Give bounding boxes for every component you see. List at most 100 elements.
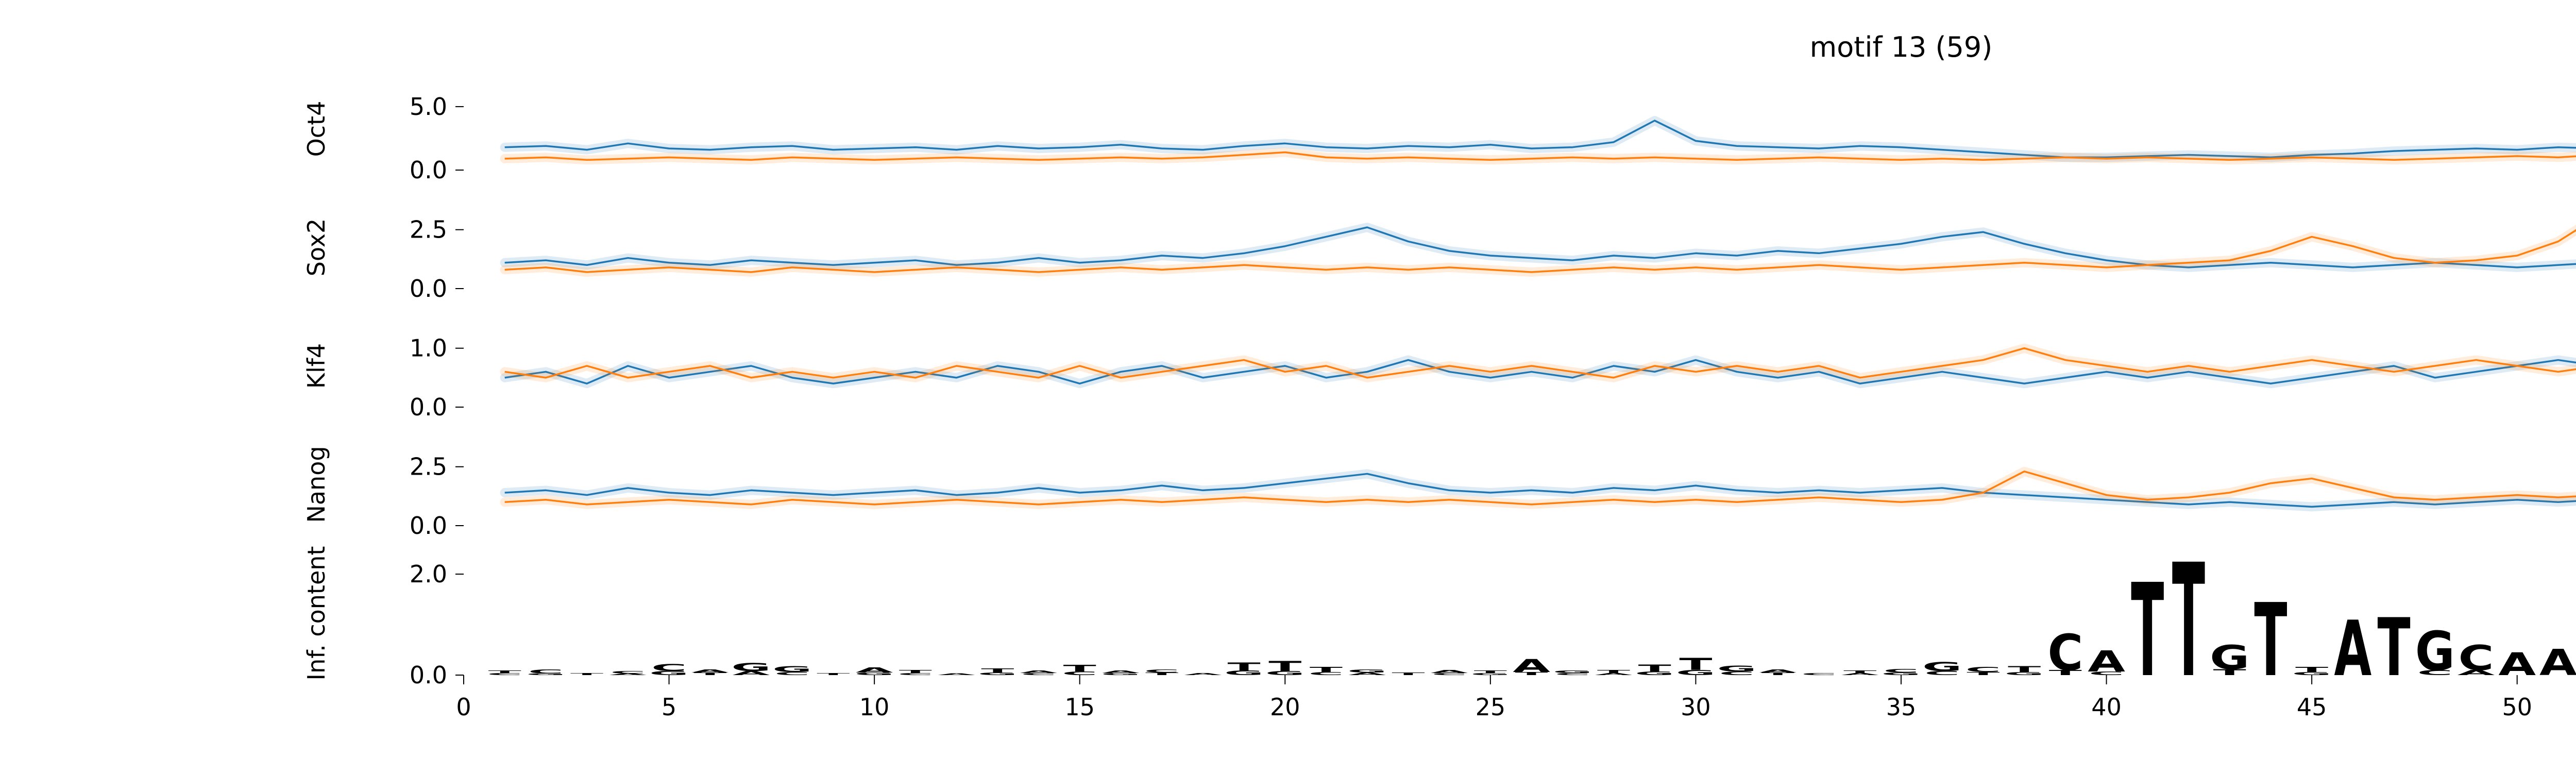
x-tick-label: 10 [859, 693, 890, 721]
x-tick-label: 35 [1886, 693, 1917, 721]
logo-letter-C: C [1801, 673, 1837, 676]
x-axis: 0510152025303540455055606570 [456, 675, 2532, 721]
logo-letter-C: C [1062, 670, 1097, 676]
logo-letter-T: T [981, 667, 1014, 674]
logo-letter-C: C [774, 671, 810, 676]
oct4-profile-line-orange [504, 151, 2576, 161]
logo-letter-A: A [856, 666, 893, 675]
logo-letter-T: T [899, 669, 933, 674]
logo-letter-G: G [649, 670, 689, 677]
logo-letter-T: T [1843, 670, 1877, 674]
panel-nanog: 2.5 0.0 Nanog [302, 446, 2576, 540]
logo-letter-A: A [2458, 669, 2495, 677]
sox2-profile-line-orange [504, 229, 2576, 273]
x-tick-label: 40 [2091, 693, 2122, 721]
logo-letter-A: A [2539, 642, 2576, 684]
logo-letter-T: T [2008, 664, 2041, 674]
logo-letter-T: T [1392, 672, 1425, 676]
logo-letter-T: T [1515, 671, 1549, 676]
logo-letter-T: T [2213, 667, 2246, 677]
logo-letter-G: G [731, 661, 771, 674]
logo-letter-C: C [1021, 673, 1056, 676]
logo-letter-A: A [938, 673, 975, 676]
y-tick-label: 0.0 [410, 512, 447, 540]
logo-letter-A: A [1184, 673, 1222, 676]
logo-letter-T: T [1474, 670, 1507, 674]
y-axis-label-logo: Inf. content [302, 546, 330, 681]
oct4-confidence-band-blue [500, 116, 2576, 162]
x-tick-label: 20 [1270, 693, 1300, 721]
logo-letter-G: G [2005, 671, 2044, 676]
logo-letter-C: C [897, 673, 933, 676]
logo-letter-C: C [651, 662, 687, 674]
logo-letter-A: A [2088, 645, 2125, 679]
y-tick-label: 5.0 [410, 93, 447, 121]
logo-letter-T: T [1967, 671, 2000, 676]
x-tick-label: 30 [1681, 693, 1711, 721]
logo-letter-G: G [978, 672, 1018, 676]
logo-letter-C: C [528, 668, 564, 675]
logo-letter-C: C [1884, 668, 1919, 674]
logo-letter-A: A [1595, 673, 1633, 676]
logo-letter-T: T [1761, 672, 1795, 676]
x-tick-label: 5 [662, 693, 676, 721]
panel-sox2: 2.5 0.0 Sox2 [302, 216, 2576, 303]
y-axis-label-nanog: Nanog [302, 446, 330, 523]
logo-letter-A: A [1348, 672, 1386, 676]
logo-letter-G: G [1881, 672, 1921, 676]
logo-letter-G: G [1922, 660, 1962, 674]
logo-letter-T: T [693, 672, 727, 676]
y-tick-label: 0.0 [410, 156, 447, 184]
logo-letter-T: T [2295, 666, 2328, 674]
logo-letter-C: C [1555, 673, 1590, 676]
logo-letter-G: G [1347, 669, 1387, 674]
logo-letter-G: G [1635, 670, 1674, 676]
panel-oct4: 5.0 0.0 Oct4 [302, 93, 2576, 184]
logo-letter-T: T [488, 670, 522, 674]
logo-letter-A: A [733, 670, 770, 677]
logo-letter-G: G [1224, 669, 1264, 677]
logo-letter-A: A [691, 669, 729, 674]
y-tick-label: 0.0 [410, 393, 447, 421]
logo-letter-C: C [1144, 669, 1180, 674]
logo-letter-A: A [1020, 670, 1058, 674]
y-axis-label-sox2: Sox2 [302, 219, 330, 276]
klf4-profile-line-blue [504, 359, 2576, 385]
logo-letter-C: C [2047, 625, 2083, 682]
logo-letter-A: A [2334, 605, 2371, 694]
logo-letter-A: A [1102, 670, 1140, 674]
nanog-profile-line-blue [504, 473, 2576, 508]
logo-letter-C: C [1719, 670, 1755, 676]
y-tick-label: 2.0 [410, 560, 447, 588]
logo-letter-T: T [2254, 582, 2287, 699]
nanog-profile-line-orange [504, 470, 2576, 506]
logo-letter-C: C [487, 673, 522, 676]
logo-letter-C: C [2459, 638, 2494, 679]
x-tick-label: 45 [2297, 693, 2327, 721]
logo-letter-T: T [1638, 663, 1671, 674]
logo-letter-T: T [2131, 557, 2164, 705]
logo-letter-T: T [1063, 663, 1096, 674]
logo-letter-G: G [2292, 671, 2332, 676]
logo-letter-G: G [772, 664, 812, 674]
logo-letter-G: G [1553, 670, 1592, 674]
y-tick-label: 1.0 [410, 334, 447, 362]
logo-letter-G: G [1265, 670, 1305, 677]
logo-letter-T: T [1679, 654, 1712, 674]
logo-letter-A: A [1431, 669, 1468, 674]
logo-letter-G: G [1101, 673, 1141, 676]
logo-letter-G: G [1717, 664, 1757, 674]
logo-letter-G: G [2415, 620, 2455, 683]
logo-letter-T: T [2172, 530, 2205, 712]
logo-letter-G: G [855, 672, 894, 676]
logo-letter-T: T [1268, 659, 1301, 675]
logo-letter-T: T [1310, 666, 1343, 674]
logo-letter-T: T [1145, 672, 1179, 676]
y-tick-label: 0.0 [410, 275, 447, 303]
sox2-confidence-band-blue [500, 223, 2576, 272]
chart-title: motif 13 (59) [1810, 31, 1993, 63]
logo-letter-G: G [1676, 669, 1716, 677]
x-tick-label: 0 [456, 693, 471, 721]
logo-letter-C: C [1309, 671, 1344, 676]
